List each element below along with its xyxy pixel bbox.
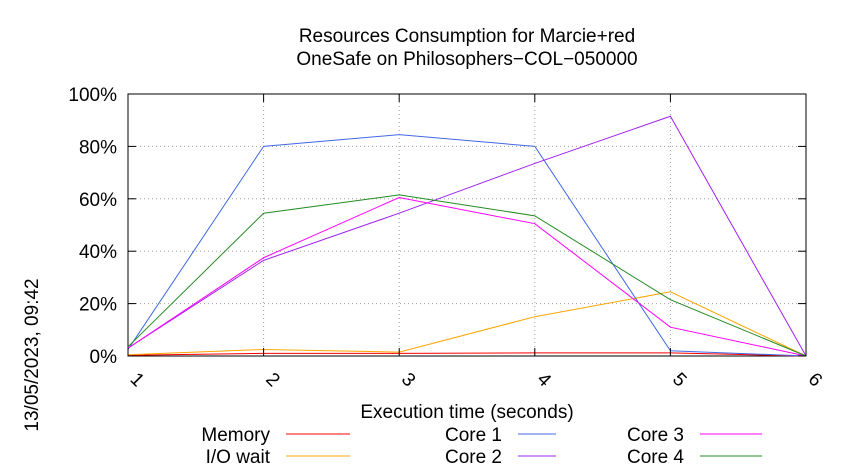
- y-tick-label: 0%: [90, 347, 118, 368]
- x-tick-label: 3: [397, 369, 419, 391]
- legend-label-core-2: Core 2: [445, 447, 502, 468]
- x-axis-label: Execution time (seconds): [360, 402, 573, 423]
- legend-label-memory: Memory: [201, 425, 270, 446]
- legend-label-i-o-wait: I/O wait: [206, 447, 271, 468]
- timestamp-label: 13/05/2023, 09:42: [22, 278, 43, 431]
- series-line-core-3: [127, 196, 807, 357]
- series-line-core-1: [127, 134, 807, 357]
- plot-frame: [127, 93, 807, 357]
- grid: [128, 94, 806, 356]
- series-line-i-o-wait: [127, 291, 807, 357]
- y-tick-label: 20%: [79, 295, 117, 316]
- y-tick-label: 80%: [79, 137, 117, 158]
- series-lines: [127, 115, 807, 357]
- chart-title-line-2: OneSafe on Philosophers−COL−050000: [296, 49, 637, 70]
- x-tick-label: 5: [668, 369, 690, 391]
- legend-label-core-4: Core 4: [627, 447, 684, 468]
- legend-label-core-3: Core 3: [627, 425, 684, 446]
- x-tick-label: 2: [261, 369, 283, 391]
- y-tick-label: 100%: [68, 85, 117, 106]
- x-tick-label: 4: [533, 369, 556, 392]
- series-line-core-2: [127, 115, 807, 357]
- chart-title-line-1: Resources Consumption for Marcie+red: [299, 26, 635, 47]
- legend-label-core-1: Core 1: [445, 425, 502, 446]
- x-tick-label: 6: [804, 369, 826, 391]
- series-line-memory: [127, 352, 807, 357]
- x-axis-ticks: 1 2 3 4 5 6: [126, 94, 826, 392]
- y-axis-ticks: 0% 20% 40% 60% 80% 100%: [68, 85, 806, 368]
- y-tick-label: 40%: [79, 242, 117, 263]
- series-line-core-4: [127, 194, 807, 357]
- y-tick-label: 60%: [79, 190, 117, 211]
- x-tick-label: 1: [126, 369, 148, 391]
